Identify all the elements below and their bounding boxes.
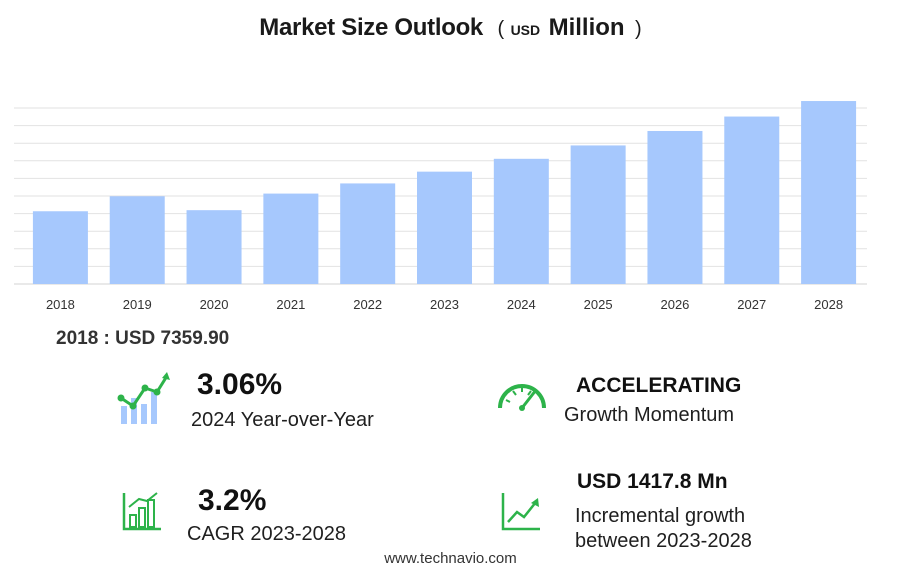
bar-2019: [109, 196, 165, 284]
bar-2022: [340, 183, 396, 284]
trend-line-icon: [501, 493, 540, 531]
speedometer-icon: [498, 384, 546, 411]
momentum-value: ACCELERATING: [576, 374, 742, 397]
bar-chart-icon: [122, 492, 161, 531]
bar-2024: [493, 158, 549, 284]
bar-2020: [186, 210, 242, 284]
title-paren-open: (: [497, 18, 505, 40]
bar-2025: [570, 145, 626, 284]
x-tick-label: 2024: [507, 297, 536, 312]
bar-2021: [263, 193, 319, 284]
cagr-label: CAGR 2023-2028: [187, 523, 346, 545]
x-tick-label: 2023: [430, 297, 459, 312]
title-unit: Million: [548, 14, 625, 41]
bar-2028: [801, 101, 857, 284]
base-year-value: 2018 : USD 7359.90: [56, 328, 230, 349]
bar-line-growth-icon: [117, 372, 170, 424]
bar-2027: [724, 116, 780, 284]
yoy-label: 2024 Year-over-Year: [191, 409, 374, 431]
momentum-label: Growth Momentum: [564, 404, 735, 426]
x-tick-label: 2019: [123, 297, 152, 312]
yoy-value: 3.06%: [197, 368, 283, 401]
title-currency: USD: [510, 22, 541, 38]
x-tick-label: 2026: [660, 297, 689, 312]
x-tick-label: 2020: [200, 297, 229, 312]
bar-2018: [32, 211, 88, 284]
x-tick-label: 2018: [46, 297, 75, 312]
chart-title: Market Size Outlook ( USD Million ): [0, 14, 901, 42]
x-tick-label: 2028: [814, 297, 843, 312]
incremental-value: USD 1417.8 Mn: [577, 470, 728, 493]
title-text: Market Size Outlook: [259, 14, 483, 41]
market-size-chart: 2018 2019 2020 2021 2022 2023 2024 2025 2026 2027…: [14, 101, 867, 312]
x-axis-ticks: 2018 2019 2020 2021 2022 2023 2024 2025 2026 2027…: [46, 297, 843, 312]
source-url: www.technavio.com: [384, 550, 517, 567]
x-tick-label: 2027: [737, 297, 766, 312]
cagr-value: 3.2%: [198, 484, 267, 517]
x-tick-label: 2025: [584, 297, 613, 312]
bar-2026: [647, 130, 703, 284]
bar-2023: [417, 171, 472, 284]
incremental-label-1: Incremental growth: [575, 505, 746, 527]
x-tick-label: 2021: [276, 297, 305, 312]
incremental-label-2: between 2023-2028: [575, 530, 752, 552]
title-paren-close: ): [635, 18, 642, 40]
x-tick-label: 2022: [353, 297, 382, 312]
bars: [32, 101, 857, 284]
